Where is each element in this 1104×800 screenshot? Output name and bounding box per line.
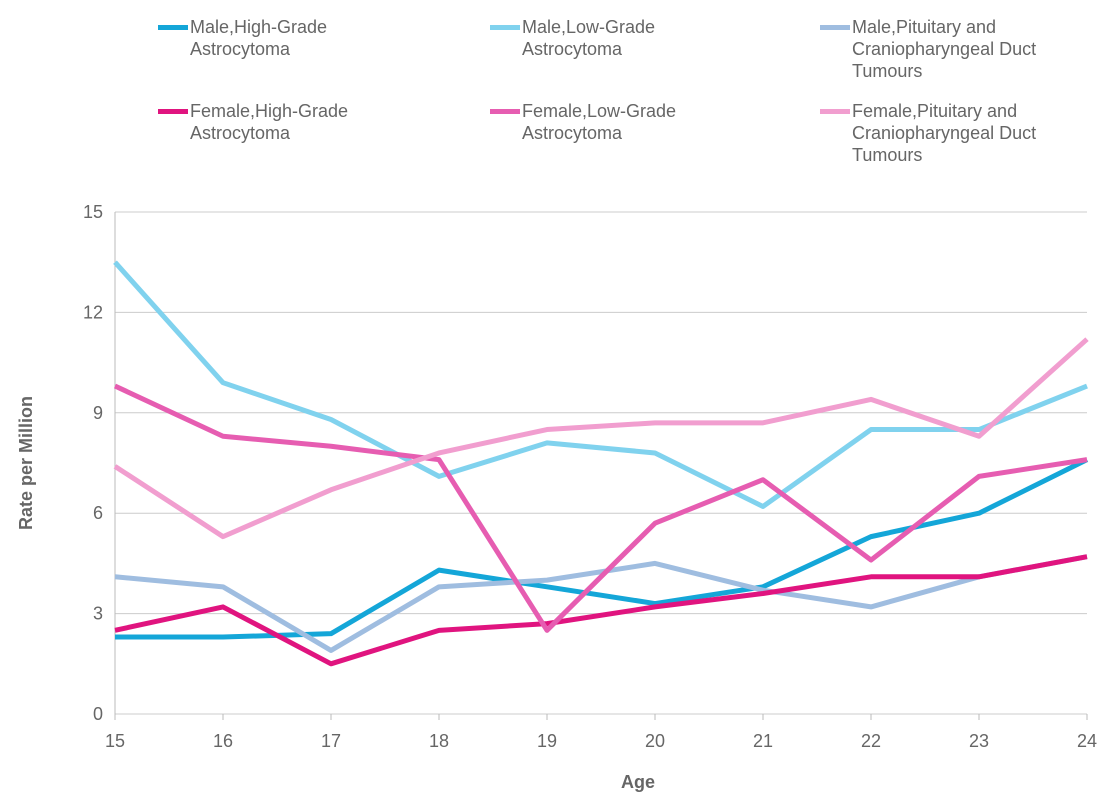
x-tick-label: 21 <box>753 731 773 751</box>
x-tick-label: 19 <box>537 731 557 751</box>
y-tick-label: 12 <box>83 302 103 322</box>
legend-swatch <box>490 109 520 114</box>
legend-item: Female,Low-Grade Astrocytoma <box>490 100 750 144</box>
y-tick-label: 9 <box>93 403 103 423</box>
series-line <box>113 337 1089 540</box>
legend-label: Male,Pituitary and Craniopharyngeal Duct… <box>852 17 1037 81</box>
x-tick-label: 15 <box>105 731 125 751</box>
series-line <box>114 554 1088 653</box>
x-tick-label: 16 <box>213 731 233 751</box>
legend-item: Male,Low-Grade Astrocytoma <box>490 16 750 60</box>
x-tick-label: 17 <box>321 731 341 751</box>
legend-swatch <box>158 109 188 114</box>
legend-swatch <box>158 25 188 30</box>
x-tick-label: 22 <box>861 731 881 751</box>
legend-item: Male,High-Grade Astrocytoma <box>158 16 418 60</box>
x-tick-label: 20 <box>645 731 665 751</box>
x-tick-label: 24 <box>1077 731 1097 751</box>
x-tick-label: 23 <box>969 731 989 751</box>
x-axis-label: Age <box>621 772 655 792</box>
x-tick-label: 18 <box>429 731 449 751</box>
legend-label: Female,High-Grade Astrocytoma <box>190 101 349 143</box>
legend-swatch <box>490 25 520 30</box>
legend-item: Female,Pituitary and Craniopharyngeal Du… <box>820 100 1080 166</box>
legend-swatch <box>820 25 850 30</box>
y-tick-label: 15 <box>83 202 103 222</box>
legend-label: Male,High-Grade Astrocytoma <box>190 17 328 59</box>
series-line <box>113 383 1088 633</box>
legend-label: Female,Pituitary and Craniopharyngeal Du… <box>852 101 1037 165</box>
legend-item: Male,Pituitary and Craniopharyngeal Duct… <box>820 16 1080 82</box>
series-line <box>114 554 1088 667</box>
legend-label: Male,Low-Grade Astrocytoma <box>522 17 656 59</box>
legend-item: Female,High-Grade Astrocytoma <box>158 100 418 144</box>
legend-label: Female,Low-Grade Astrocytoma <box>522 101 677 143</box>
y-tick-label: 6 <box>93 503 103 523</box>
y-tick-label: 3 <box>93 604 103 624</box>
series-line <box>113 260 1088 510</box>
y-axis-label: Rate per Million <box>16 396 36 530</box>
legend-swatch <box>820 109 850 114</box>
y-tick-label: 0 <box>93 704 103 724</box>
